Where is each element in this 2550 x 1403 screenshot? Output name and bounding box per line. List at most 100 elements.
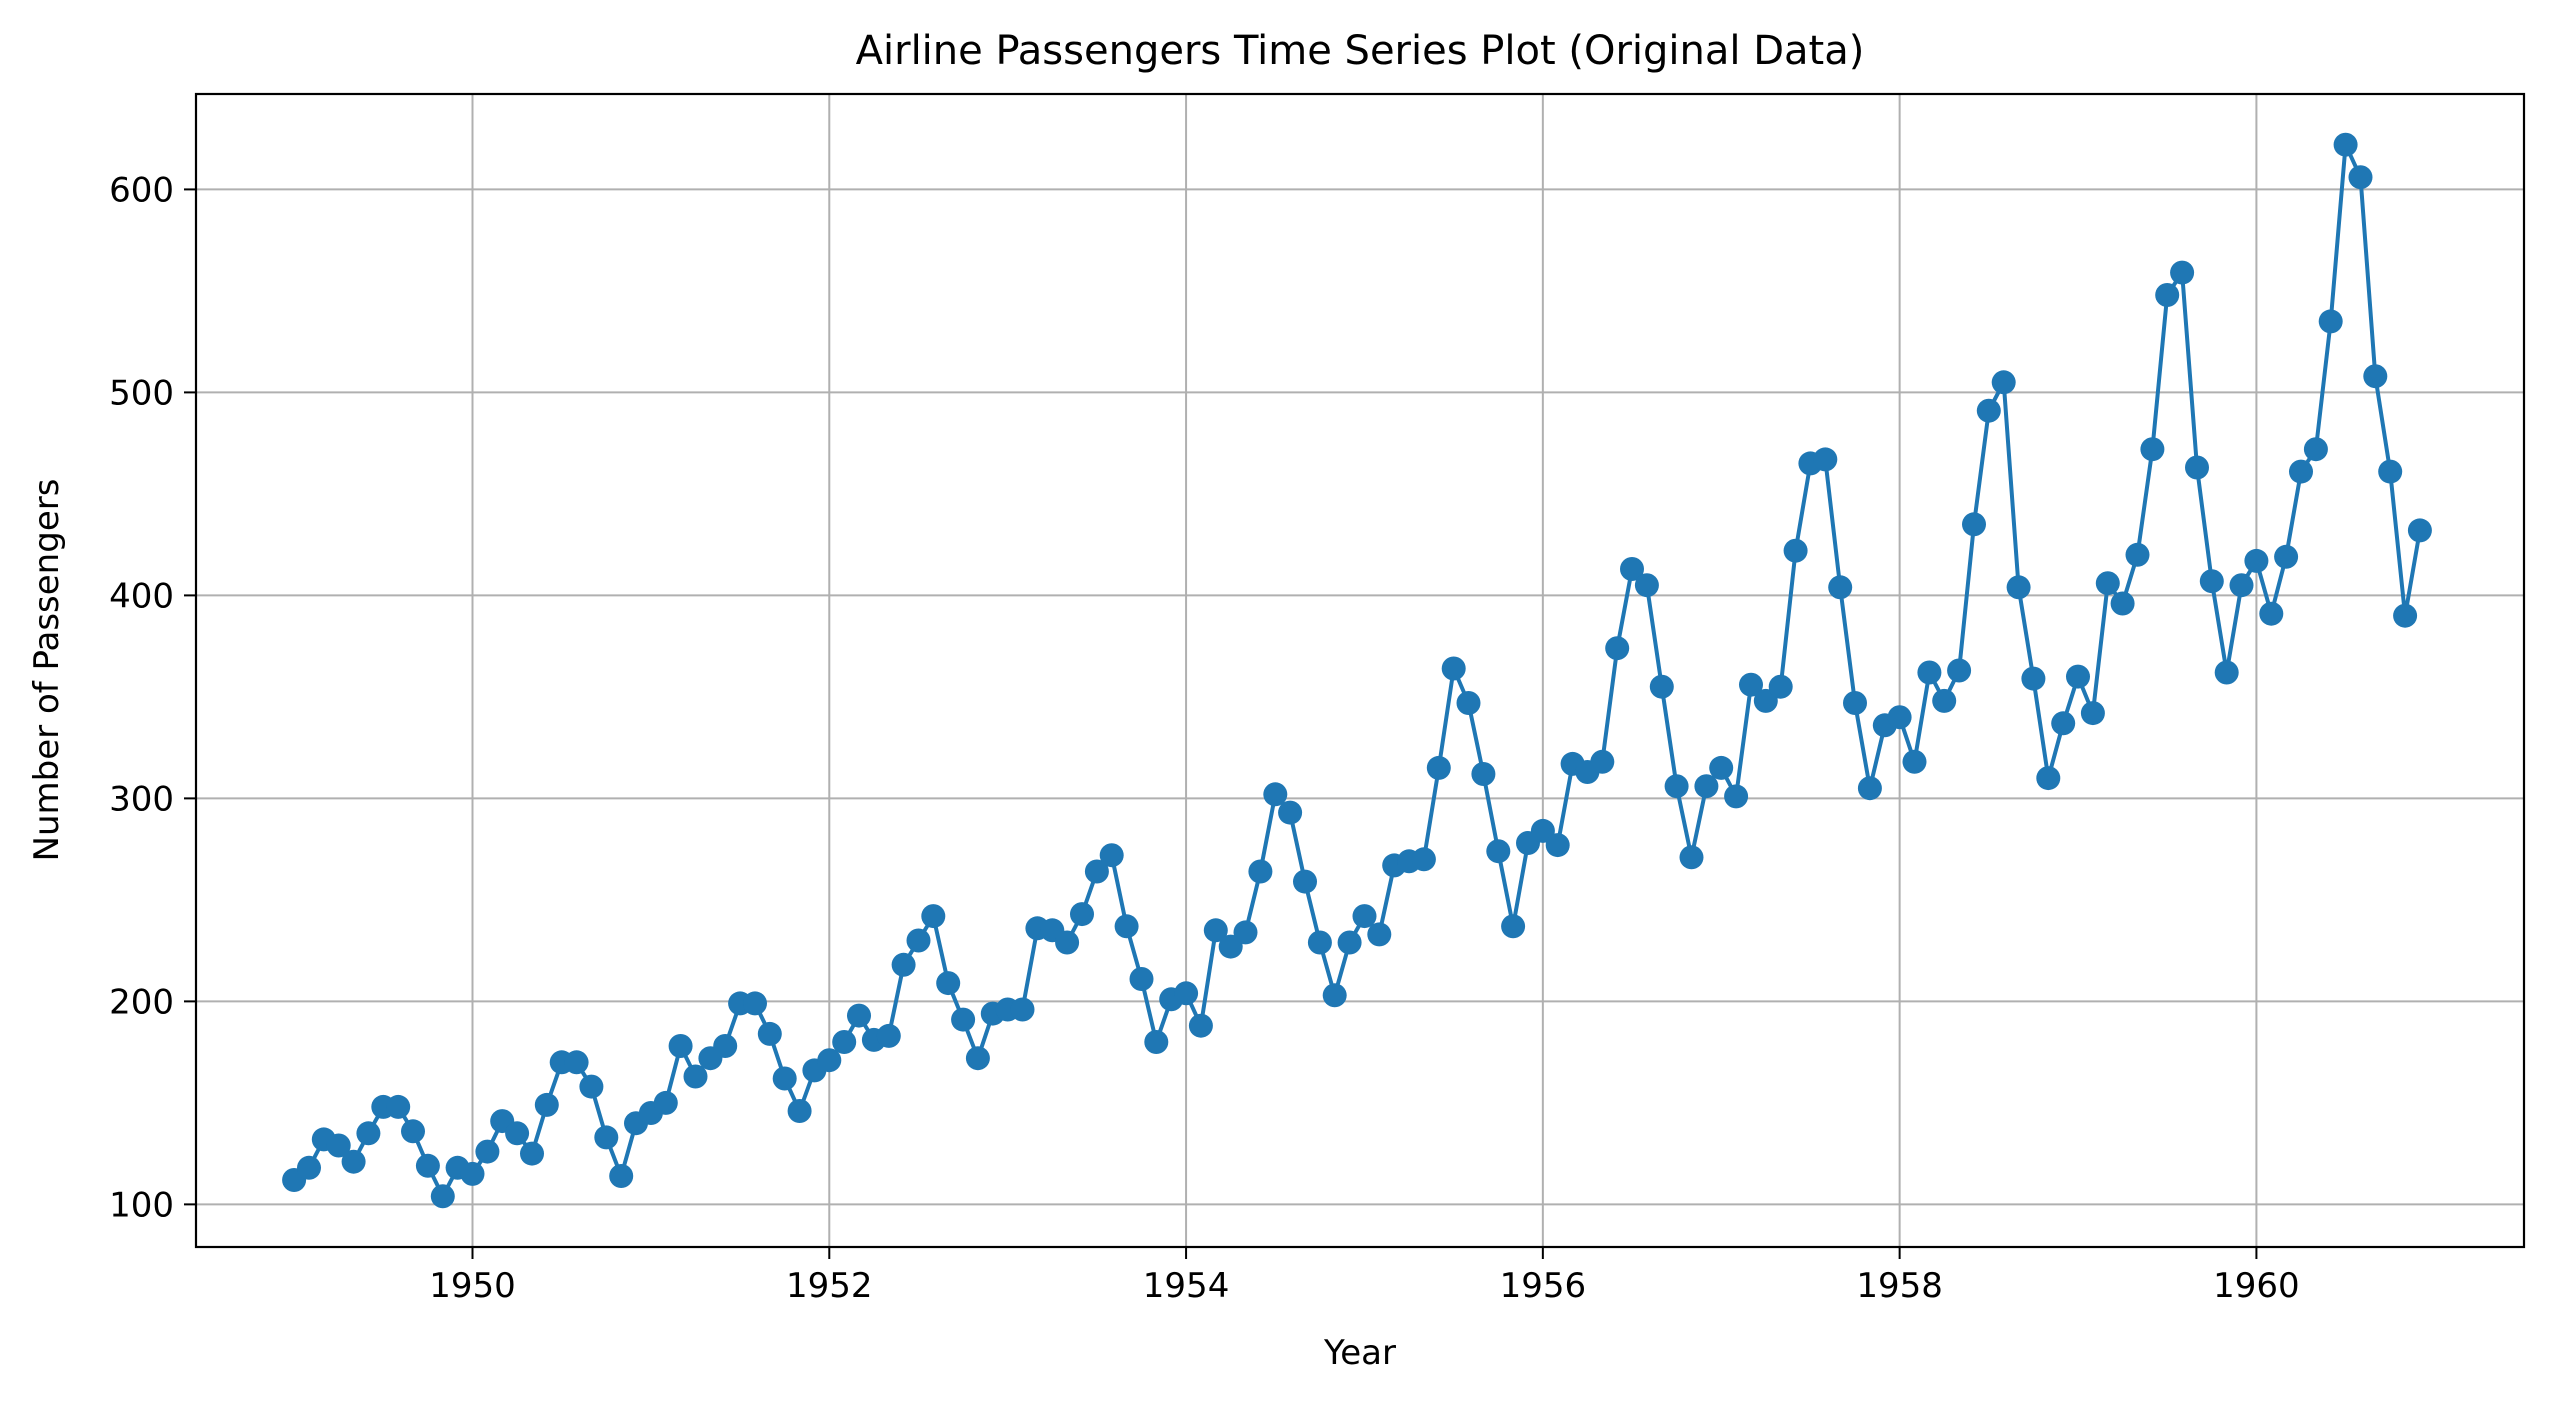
- data-point: [1501, 914, 1526, 939]
- data-point: [1218, 934, 1243, 959]
- data-point: [2095, 571, 2120, 596]
- data-point: [2155, 283, 2180, 307]
- data-point: [2348, 165, 2373, 190]
- data-point: [951, 1007, 976, 1032]
- data-point: [1545, 833, 1570, 858]
- data-point: [1055, 930, 1080, 955]
- data-point: [1709, 755, 1734, 780]
- data-point: [297, 1155, 321, 1180]
- data-point: [713, 1034, 738, 1058]
- data-point: [1917, 660, 1942, 685]
- data-point: [1174, 981, 1199, 1006]
- data-point: [936, 971, 961, 996]
- data-point: [2274, 544, 2299, 569]
- data-point: [460, 1161, 485, 1186]
- x-tick-label: 1960: [2213, 1266, 2300, 1306]
- plot-frame: [194, 92, 2526, 1249]
- data-point: [1991, 370, 2016, 395]
- data-point: [1307, 930, 1332, 955]
- data-point: [817, 1048, 842, 1073]
- data-point: [2066, 664, 2090, 689]
- data-point: [1099, 843, 1124, 868]
- x-axis-label: Year: [1323, 1333, 1396, 1373]
- data-point: [1367, 922, 1392, 947]
- data-point: [594, 1125, 619, 1150]
- data-point: [1932, 688, 1957, 713]
- data-point: [1828, 575, 1853, 600]
- data-point: [505, 1121, 530, 1146]
- data-point: [520, 1141, 544, 1166]
- data-point: [534, 1092, 559, 1117]
- data-point: [847, 1003, 871, 1028]
- data-point: [1411, 847, 1436, 872]
- data-point: [1203, 918, 1228, 943]
- data-point: [1352, 904, 1377, 929]
- data-point: [1278, 800, 1303, 825]
- data-point: [832, 1030, 857, 1054]
- data-point: [876, 1023, 901, 1048]
- x-axis: 1950 1952 1954 1956 1958 1960: [429, 1247, 2300, 1306]
- data-point: [1084, 859, 1109, 884]
- data-point: [341, 1149, 366, 1174]
- data-point: [1783, 538, 1808, 563]
- data-point: [415, 1153, 440, 1178]
- data-point: [2289, 459, 2313, 484]
- y-tick-label: 200: [109, 982, 174, 1022]
- x-tick-label: 1958: [1856, 1266, 1943, 1306]
- chart-title: Airline Passengers Time Series Plot (Ori…: [856, 28, 1865, 74]
- x-tick-label: 1950: [429, 1266, 516, 1306]
- data-point: [1456, 691, 1481, 715]
- data-point: [1976, 398, 2001, 423]
- data-point: [743, 991, 767, 1016]
- data-point: [2333, 132, 2358, 157]
- data-point: [1233, 920, 1258, 945]
- y-tick-label: 500: [109, 373, 174, 413]
- data-point: [1070, 902, 1094, 927]
- data-point: [1590, 749, 1615, 774]
- data-point: [1768, 674, 1793, 699]
- data-point: [906, 928, 931, 953]
- data-point: [1679, 845, 1704, 870]
- data-point: [1426, 755, 1451, 780]
- data-point: [891, 952, 916, 977]
- data-point: [1694, 774, 1719, 799]
- data-point: [1337, 930, 1362, 955]
- data-point: [1010, 997, 1035, 1022]
- data-point: [2021, 666, 2046, 691]
- y-tick-label: 600: [109, 170, 174, 210]
- data-point: [668, 1034, 693, 1058]
- data-point: [579, 1074, 604, 1099]
- data-point: [787, 1099, 812, 1123]
- data-point: [1322, 983, 1347, 1008]
- data-point: [2140, 437, 2165, 462]
- data-point: [965, 1046, 990, 1071]
- data-point: [2244, 548, 2269, 573]
- data-point: [1739, 672, 1763, 697]
- data-point: [1947, 658, 1972, 683]
- data-point: [2036, 766, 2061, 791]
- data-point: [2185, 455, 2209, 480]
- data-point: [1248, 859, 1273, 884]
- data-point: [1263, 782, 1288, 807]
- data-point: [772, 1066, 797, 1091]
- data-point: [1962, 512, 1986, 537]
- data-point: [2110, 591, 2135, 616]
- data-point: [2363, 364, 2388, 389]
- y-tick-label: 100: [109, 1185, 174, 1225]
- data-point: [386, 1094, 411, 1119]
- data-point: [1634, 573, 1659, 598]
- data-point: [2214, 660, 2239, 685]
- data-point: [653, 1090, 678, 1115]
- data-point: [1129, 967, 1154, 991]
- series-layer: [282, 132, 2432, 1209]
- data-point: [1486, 839, 1511, 864]
- data-point: [430, 1184, 455, 1209]
- data-point: [2051, 711, 2076, 736]
- data-point: [2080, 701, 2105, 726]
- data-point: [683, 1064, 708, 1089]
- data-point: [2125, 542, 2150, 567]
- data-point: [1843, 691, 1867, 715]
- data-point: [356, 1121, 381, 1146]
- data-point: [1664, 774, 1689, 799]
